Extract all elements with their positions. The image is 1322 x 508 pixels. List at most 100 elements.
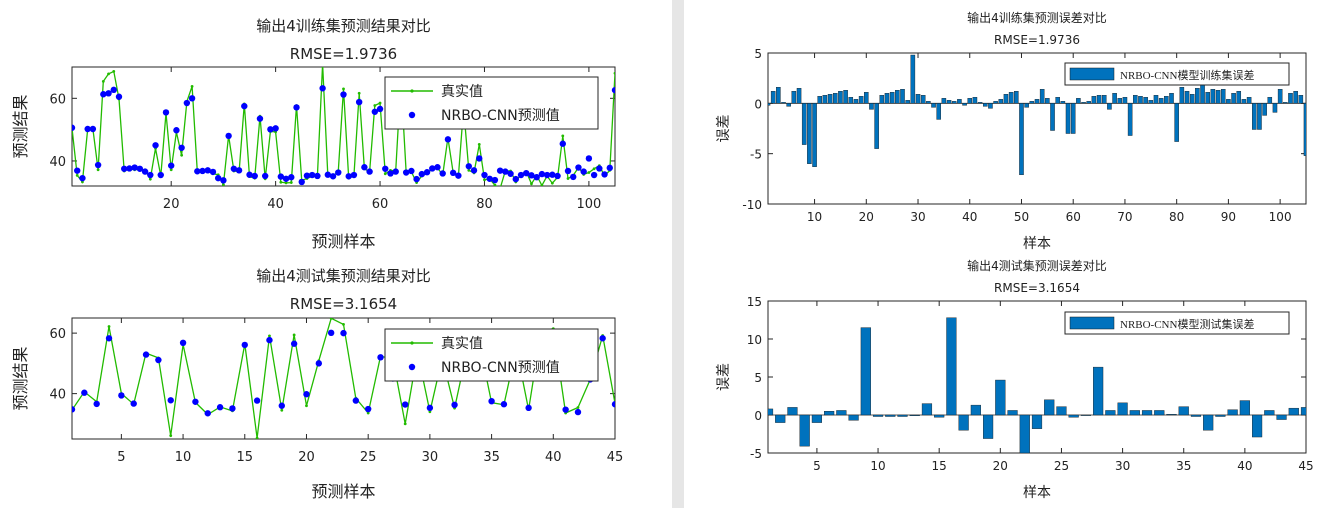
true-value-point [477, 142, 481, 146]
error-bar [824, 411, 835, 416]
predicted-point [523, 169, 530, 177]
x-tick-label: 20 [859, 210, 874, 224]
predicted-point [611, 401, 615, 408]
predicted-point [94, 161, 102, 169]
predicted-point [199, 167, 206, 175]
y-axis-label: 误差 [716, 115, 732, 143]
error-bar [1283, 102, 1288, 104]
x-tick-label: 45 [1298, 459, 1313, 473]
error-bar [1303, 103, 1306, 156]
error-bar [1164, 96, 1169, 104]
true-value-point [613, 71, 615, 75]
x-tick-label: 15 [932, 459, 947, 473]
predicted-point [278, 402, 285, 409]
error-bar [1190, 414, 1202, 417]
error-bar [951, 101, 957, 104]
predicted-point [500, 401, 508, 408]
x-tick-label: 90 [1221, 210, 1236, 224]
predicted-point [377, 354, 384, 361]
predicted-point [220, 177, 227, 184]
error-bar [1236, 91, 1242, 104]
error-bar [1178, 406, 1189, 416]
error-bar [1200, 85, 1205, 104]
error-bar [1044, 399, 1055, 416]
predicted-point [465, 163, 473, 170]
x-tick-label: 100 [576, 197, 601, 212]
error-bar [941, 98, 947, 104]
error-bar [1107, 103, 1112, 110]
error-bar [811, 414, 823, 423]
error-bar [848, 414, 859, 421]
predicted-point [246, 171, 253, 178]
predicted-point [142, 351, 150, 358]
predicted-point [293, 104, 300, 111]
error-bar [946, 100, 952, 104]
error-bar [909, 414, 920, 416]
predicted-point [585, 155, 593, 162]
predicted-point [298, 178, 305, 186]
chart-title: 输出4训练集预测结果对比 [256, 17, 431, 35]
predicted-point [361, 164, 368, 171]
predicted-point [371, 108, 379, 115]
x-tick-label: 35 [1176, 459, 1191, 473]
predicted-point [118, 392, 125, 399]
true-value-point [280, 408, 284, 412]
error-bar [1241, 99, 1247, 104]
y-tick-label: 40 [49, 388, 66, 403]
error-bar [884, 93, 890, 104]
plot-marks [768, 54, 1306, 176]
predicted-point [277, 173, 285, 180]
legend-swatch [1069, 67, 1115, 81]
error-bar [807, 103, 812, 164]
predicted-point [350, 171, 358, 179]
true-value-point [96, 168, 100, 172]
chart-subtitle: RMSE=3.1654 [994, 281, 1080, 295]
chart-subtitle: RMSE=1.9736 [290, 45, 397, 63]
y-tick-label: 5 [754, 371, 762, 385]
error-bar [1014, 91, 1019, 104]
legend-box [384, 328, 599, 382]
x-tick-label: 80 [1169, 210, 1184, 224]
true-value-point [107, 72, 110, 76]
true-value-point [592, 167, 596, 171]
y-tick-label: -5 [750, 148, 762, 162]
legend-marker-swatch [408, 111, 416, 119]
y-tick-label: -10 [742, 198, 762, 212]
legend-label-predicted: NRBO-CNN预测值 [441, 108, 560, 124]
error-bar [1154, 410, 1165, 416]
true-value-point [222, 183, 225, 186]
legend-swatch [1069, 316, 1115, 330]
predicted-point [241, 341, 248, 349]
predicted-point [486, 175, 493, 182]
predicted-point [216, 404, 224, 411]
error-bar [1210, 89, 1216, 104]
error-bar [921, 403, 933, 416]
predicted-point [155, 356, 162, 364]
x-tick-label: 15 [236, 450, 253, 465]
predicted-point [496, 167, 504, 174]
predicted-point [230, 165, 238, 172]
predicted-point [100, 91, 107, 98]
x-tick-label: 60 [372, 197, 389, 212]
predicted-point [564, 167, 572, 175]
left-figure-canvas: 输出4训练集预测结果对比 RMSE=1.9736 20 40 60 80 100 40 60 预测… [11, 17, 623, 501]
legend-box [384, 76, 599, 130]
predicted-point [303, 391, 310, 398]
y-tick-label: -5 [750, 447, 762, 461]
error-bar [1003, 94, 1009, 104]
predicted-point [451, 401, 458, 409]
error-bar [770, 91, 776, 104]
error-bar [1008, 92, 1014, 104]
true-value-point [493, 183, 497, 186]
predicted-point [528, 172, 535, 179]
predicted-point [105, 90, 112, 97]
error-bar [1148, 100, 1154, 104]
predicted-point [290, 340, 298, 347]
error-bar [1050, 103, 1055, 131]
error-bar [1056, 406, 1067, 416]
predicted-point [382, 165, 389, 172]
predicted-point [376, 105, 384, 113]
y-tick-label: 0 [754, 97, 762, 111]
predicted-point [303, 172, 311, 179]
